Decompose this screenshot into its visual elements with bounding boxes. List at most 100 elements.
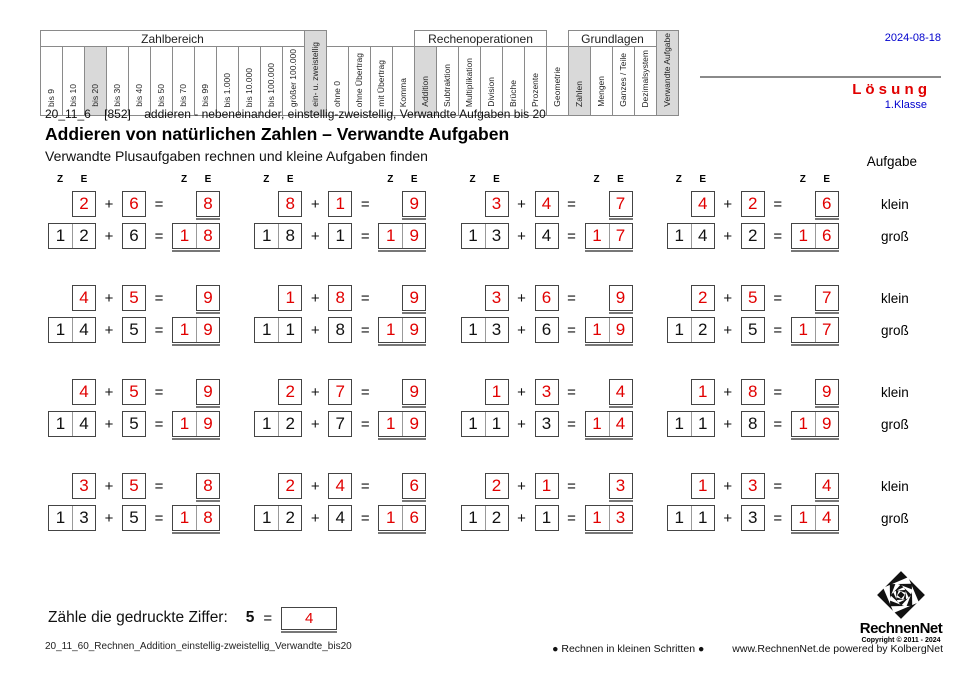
- sum-box: 9: [196, 379, 220, 408]
- tens-digit: 1: [468, 414, 478, 433]
- page-subtitle: Verwandte Plusaufgaben rechnen und klein…: [45, 148, 428, 164]
- sum-box: 9: [402, 285, 427, 314]
- equals-sign: =: [360, 509, 370, 527]
- spacer: [172, 473, 196, 499]
- plus-sign: +: [517, 383, 526, 401]
- problem-block: Z E Z E 1 + 3 = 4 1 1 + 3 = 1 4: [666, 473, 839, 537]
- addend1-box: 1: [690, 473, 715, 499]
- sum-box: 4: [814, 473, 839, 502]
- equals-sign: =: [567, 415, 576, 433]
- equals-sign: =: [567, 195, 576, 213]
- plus-sign: +: [310, 415, 320, 433]
- matrix-topic-label: bis 10.000: [243, 67, 254, 108]
- addend1-box: 4: [690, 191, 715, 217]
- tens-digit: 1: [179, 508, 190, 527]
- addend1-box: 2: [690, 285, 715, 311]
- matrix-topic-label: Division: [485, 77, 496, 108]
- ones-digit: 2: [72, 224, 95, 248]
- sum-box: 6: [814, 191, 839, 220]
- tens-digit: 1: [674, 320, 684, 339]
- problem-block: Z E Z E 2 + 6 = 8 1 2 + 6 = 1 8: [48, 174, 220, 255]
- sum-box: 9: [402, 379, 427, 408]
- tens-digit: 1: [55, 508, 66, 527]
- addend2-box: 7: [328, 379, 353, 405]
- matrix-topic-label: mit Übertrag: [375, 60, 386, 108]
- addend1-tens-ones-box: 1 4: [48, 411, 96, 437]
- plus-sign: +: [310, 383, 320, 401]
- matrix-topic-label: ohne 0: [331, 81, 342, 108]
- matrix-topic-cell: Brüche: [502, 45, 525, 117]
- sum-tens-ones-box: 1 9: [378, 223, 427, 252]
- matrix-topic-label: ohne Übertrag: [353, 52, 364, 108]
- count-task: Zähle die gedruckte Ziffer: 5 = 4: [48, 606, 338, 633]
- matrix-topic-label: größer 100.000: [287, 49, 298, 108]
- matrix-topic-label: Addition: [419, 76, 430, 108]
- spacer: [48, 473, 72, 499]
- addend2-box: 6: [534, 317, 559, 343]
- matrix-topic-cell: Komma: [392, 45, 415, 117]
- addend1-box: 2: [72, 191, 96, 217]
- spacer: [667, 191, 691, 217]
- aufgabe-heading: Aufgabe: [866, 154, 917, 169]
- equals-sign: =: [773, 477, 783, 495]
- addend2-box: 8: [328, 285, 353, 311]
- spacer: [461, 191, 485, 217]
- plus-sign: +: [723, 415, 733, 433]
- ones-digit: 4: [72, 318, 95, 342]
- title-block: 20_11_6 [852] addieren - nebeneinander, …: [45, 107, 556, 164]
- addend1-box: 3: [72, 473, 96, 499]
- matrix-topic-label: Prozente: [529, 73, 540, 108]
- tens-digit: 1: [262, 508, 272, 527]
- equals-sign: =: [360, 383, 370, 401]
- problem-block: Z E Z E 3 + 4 = 7 1 3 + 4 = 1 7: [460, 174, 633, 255]
- tens-digit: 1: [55, 414, 66, 433]
- spacer: [172, 191, 196, 217]
- date: 2024-08-18: [884, 32, 941, 44]
- plus-sign: +: [310, 509, 320, 527]
- plus-sign: +: [723, 195, 733, 213]
- ones-digit: 3: [72, 506, 95, 530]
- equals-sign: =: [154, 195, 164, 213]
- label-gross: groß: [881, 322, 909, 338]
- grade-label: 1.Klasse: [884, 99, 927, 111]
- tens-digit: 1: [386, 508, 396, 527]
- spacer: [667, 473, 691, 499]
- matrix-topic-cell: bis 9: [40, 45, 63, 117]
- spacer: [461, 379, 485, 405]
- plus-sign: +: [723, 289, 733, 307]
- ones-digit: 1: [690, 506, 714, 530]
- ze-header: Z E Z E: [461, 174, 633, 189]
- addend1-box: 1: [278, 285, 303, 311]
- matrix-group-label: Grundlagen: [568, 30, 657, 47]
- sum-tens-ones-box: 1 8: [172, 505, 220, 534]
- tens-digit: 1: [798, 508, 808, 527]
- addend2-box: 8: [740, 411, 765, 437]
- addend1-tens-ones-box: 1 2: [460, 505, 509, 531]
- addend2-box: 4: [328, 505, 353, 531]
- count-task-digit: 5: [245, 609, 255, 626]
- matrix-topic-cell: Zahlen: [568, 45, 591, 117]
- sum-tens-ones-box: 1 4: [790, 505, 839, 534]
- matrix-topic-cell: Division: [480, 45, 503, 117]
- footer-site: www.RechnenNet.de powered by KolbergNet: [732, 643, 943, 655]
- addend2-box: 5: [122, 379, 146, 405]
- sum-tens-ones-box: 1 4: [584, 411, 633, 440]
- tens-digit: 1: [592, 320, 602, 339]
- small-equation: 3 + 4 = 7: [461, 191, 633, 220]
- small-equation: 1 + 8 = 9: [667, 379, 839, 408]
- small-equation: 1 + 3 = 4: [667, 473, 839, 502]
- equals-sign: =: [567, 321, 576, 339]
- footer-slogan: ● Rechnen in kleinen Schritten ●: [552, 643, 705, 655]
- sum-box: 3: [608, 473, 633, 502]
- addend2-box: 2: [740, 223, 765, 249]
- tens-digit: 1: [262, 320, 272, 339]
- ze-header: Z E Z E: [254, 174, 426, 189]
- spacer: [254, 285, 278, 311]
- ones-digit: 9: [196, 318, 219, 342]
- e-label: E: [204, 174, 212, 185]
- matrix-topic-cell: bis 99: [194, 45, 217, 117]
- tens-digit: 1: [468, 226, 478, 245]
- matrix-topic-cell: bis 40: [128, 45, 151, 117]
- equals-sign: =: [154, 477, 164, 495]
- small-equation: 3 + 5 = 8: [48, 473, 220, 502]
